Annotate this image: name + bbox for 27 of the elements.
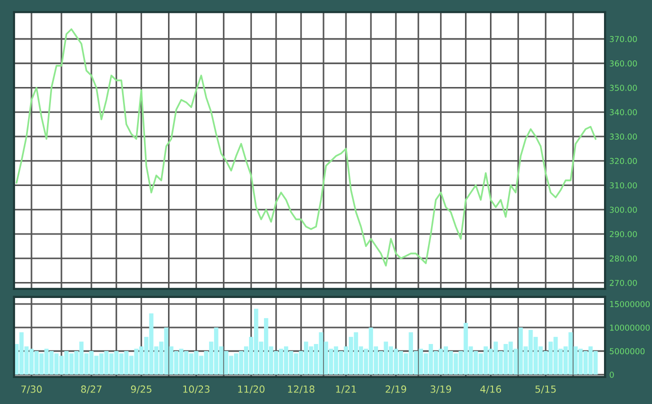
y-tick-label: 280.00 bbox=[610, 255, 637, 262]
y-tick-label: 360.00 bbox=[610, 60, 637, 66]
y-tick-label: 330.00 bbox=[610, 134, 637, 140]
y-tick-label: 270.00 bbox=[610, 280, 637, 286]
x-tick-label: 9/25 bbox=[131, 385, 152, 394]
x-tick-label: 4/16 bbox=[480, 385, 502, 394]
x-tick-label: 10/23 bbox=[183, 385, 210, 394]
y-tick-label: 5000000 bbox=[610, 348, 645, 354]
x-tick-label: 7/30 bbox=[21, 385, 42, 394]
x-tick-label: 5/15 bbox=[535, 386, 556, 394]
y-tick-label: 0 bbox=[610, 372, 614, 378]
line-series bbox=[16, 28, 596, 267]
y-tick-label: 290.00 bbox=[610, 231, 637, 238]
x-tick-label: 1/21 bbox=[336, 385, 356, 394]
y-tick-label: 15000000 bbox=[610, 301, 650, 308]
x-tick-label: 12/18 bbox=[288, 385, 314, 394]
x-tick-label: 3/19 bbox=[430, 385, 452, 394]
y-tick-label: 310.00 bbox=[610, 182, 637, 188]
y-tick-label: 350.00 bbox=[610, 84, 637, 91]
x-tick-label: 2/19 bbox=[386, 385, 406, 394]
y-tick-label: 340.00 bbox=[610, 109, 637, 116]
x-tick-label: 8/27 bbox=[81, 385, 102, 394]
y-tick-label: 10000000 bbox=[610, 324, 650, 331]
y-tick-label: 370.00 bbox=[610, 36, 637, 42]
y-tick-label: 300.00 bbox=[610, 206, 637, 213]
y-tick-label: 320.00 bbox=[610, 158, 637, 164]
x-tick-label: 11/20 bbox=[238, 385, 264, 394]
